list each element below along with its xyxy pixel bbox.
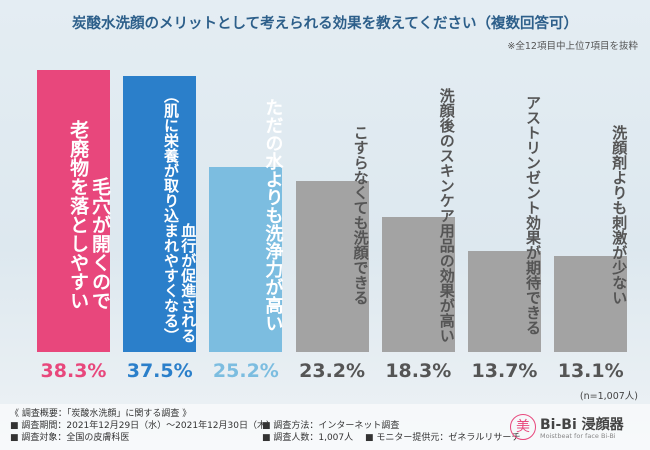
footer-line: ■ 調査期間：2021年12月29日（水）～2021年12月30日（木） (10, 421, 275, 431)
chart-title: 炭酸水洗顔のメリットとして考えられる効果を教えてください（複数回答可） (72, 16, 578, 32)
footer-line: ■ 調査方法：インターネット調査 (262, 421, 400, 431)
logo-mark: 美 (510, 414, 536, 440)
footer-line: 《 調査概要：「炭酸水洗顔」に関する調査 》 (10, 409, 192, 419)
subtitle: ※全12項目中上位7項目を抜粋 (507, 41, 638, 52)
bar-label: 血行が促進される （肌に栄養が取り込まれやすくなる） (161, 87, 198, 343)
bar (381, 217, 455, 352)
logo-tagline: Moistbeat for face Bi-Bi (540, 432, 616, 440)
value-label: 13.7% (471, 360, 538, 382)
value-label: 23.2% (299, 360, 366, 382)
value-label: 38.3% (40, 360, 107, 382)
footer-line: ■ 調査人数：1,007人 (262, 433, 354, 443)
bar (468, 251, 541, 352)
value-label: 25.2% (212, 360, 279, 382)
bar-label: 毛穴が開くので 老廃物を落としやすい (67, 120, 111, 310)
value-label: 18.3% (385, 360, 452, 382)
bar-label: 洗顔剤よりも刺激が少ない (610, 125, 629, 305)
bar-label: ただの水よりも洗浄力が高い (262, 98, 284, 332)
bar (123, 76, 197, 352)
bar-label: こすらなくても洗顔できる (351, 125, 370, 305)
bar-label: 洗顔後のスキンケア用品の効果が高い (437, 87, 456, 343)
value-label: 13.1% (557, 360, 624, 382)
footer-line: ■ モニター提供元：ゼネラルリサーチ (365, 433, 521, 443)
bar-label: アストリンゼント効果が期待できる (524, 95, 542, 335)
bar (209, 166, 283, 352)
footer-panel (0, 404, 650, 450)
footer-line: ■ 調査対象：全国の皮膚科医 (10, 433, 130, 443)
bar (295, 181, 369, 352)
sample-note: (n=1,007人) (579, 391, 638, 402)
bar (554, 255, 628, 352)
logo-name: Bi-Bi 浸顔器 (540, 417, 624, 433)
bar (37, 70, 110, 352)
value-label: 37.5% (126, 360, 193, 382)
